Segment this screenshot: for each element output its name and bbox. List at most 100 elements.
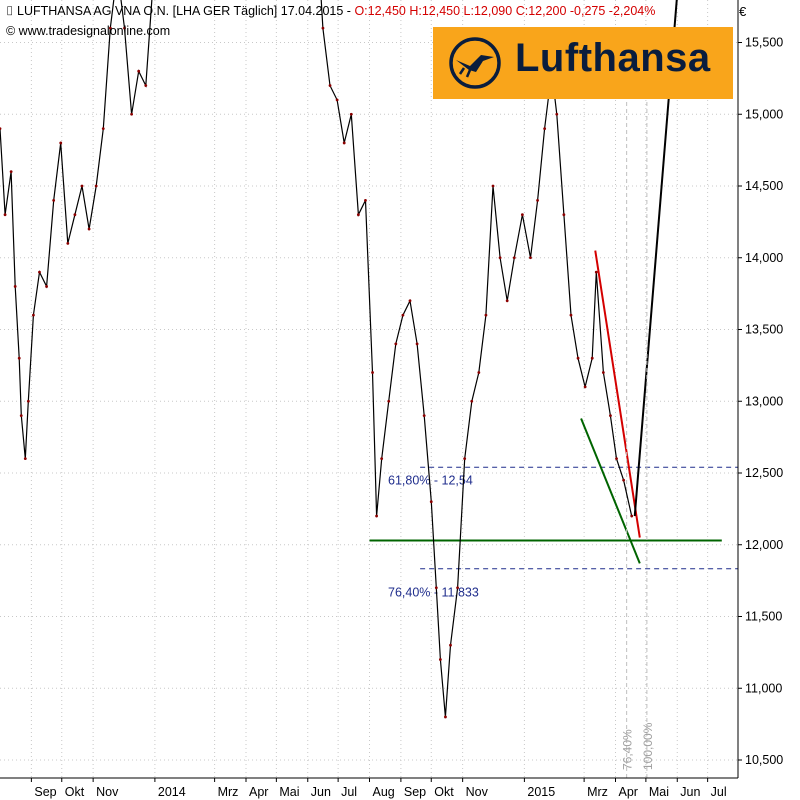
price-point xyxy=(101,127,105,130)
x-tick-label: 2015 xyxy=(527,785,555,799)
price-point xyxy=(615,457,618,461)
x-tick-label: Apr xyxy=(249,785,268,799)
y-tick-label: 11,000 xyxy=(745,681,782,695)
price-point xyxy=(335,98,339,102)
series-layer xyxy=(0,0,634,719)
price-point xyxy=(342,141,346,145)
x-tick-label: Jun xyxy=(311,785,331,799)
price-point xyxy=(401,313,405,317)
x-tick-label: 2014 xyxy=(158,785,186,799)
price-point xyxy=(23,457,27,461)
ohlc-readout: O:12,450 H:12,450 L:12,090 xyxy=(354,4,513,18)
y-tick-label: 12,500 xyxy=(745,466,783,480)
price-point xyxy=(80,184,84,188)
price-point xyxy=(498,256,502,260)
x-tick-label: Jul xyxy=(711,785,727,799)
y-tick-label: 13,500 xyxy=(745,323,783,337)
price-point xyxy=(73,213,77,217)
x-tick-label: Aug xyxy=(373,785,395,799)
change-readout: C:12,200 -0,275 -2,204% xyxy=(515,4,656,18)
price-point xyxy=(449,643,452,647)
price-point xyxy=(380,457,384,461)
price-point xyxy=(137,69,141,73)
price-point xyxy=(123,26,126,30)
price-point xyxy=(408,299,412,303)
crane-icon xyxy=(449,37,501,89)
instrument-label: LUFTHANSA AG VNA O.N. [LHA GER Täglich] … xyxy=(17,4,351,18)
price-line xyxy=(0,0,633,717)
price-point xyxy=(144,84,148,87)
y-tick-label: 14,500 xyxy=(745,179,783,193)
price-point xyxy=(26,399,30,403)
x-tick-label: Jun xyxy=(680,785,700,799)
x-tick-label: Mai xyxy=(649,785,669,799)
price-point xyxy=(19,414,23,417)
price-point xyxy=(66,242,70,245)
price-point xyxy=(38,270,41,274)
price-point xyxy=(491,184,495,188)
x-tick-label: Mrz xyxy=(587,785,608,799)
price-point xyxy=(364,198,367,202)
price-point xyxy=(438,658,442,661)
price-point xyxy=(609,414,612,417)
grid-lines xyxy=(0,0,738,778)
price-point xyxy=(434,586,438,590)
x-tick-label: Mrz xyxy=(218,785,239,799)
trendline xyxy=(594,250,641,538)
y-tick-label: 15,000 xyxy=(745,107,783,121)
price-point xyxy=(371,371,374,374)
y-tick-label: 13,000 xyxy=(745,394,783,408)
y-tick-label: 10,500 xyxy=(745,753,783,767)
price-point xyxy=(484,313,488,317)
y-tick-label: 11,500 xyxy=(745,610,782,624)
chart-header: ⌷ LUFTHANSA AG VNA O.N. [LHA GER Täglich… xyxy=(6,4,655,19)
axes: 10,500 11,000 11,500 12,000 12,500 13,000 13,5… xyxy=(0,0,783,799)
price-point xyxy=(444,715,447,719)
x-tick-label: Sep xyxy=(404,785,426,799)
price-point xyxy=(3,213,7,217)
fib-level-label: 61,80% - 12,54 xyxy=(388,473,473,487)
price-point xyxy=(512,256,516,260)
x-tick-label: Nov xyxy=(466,785,489,799)
price-point xyxy=(9,170,13,174)
price-point xyxy=(594,270,598,274)
price-point xyxy=(59,141,63,145)
price-point xyxy=(569,313,573,317)
price-point xyxy=(108,26,112,30)
fib-time-label: 100,00% xyxy=(641,722,655,770)
y-tick-label: 12,000 xyxy=(745,538,783,552)
price-point xyxy=(94,184,98,188)
y-tick-label: 15,500 xyxy=(745,36,783,50)
price-point xyxy=(576,356,580,360)
price-point xyxy=(477,371,481,374)
price-point xyxy=(415,342,419,346)
price-point xyxy=(601,371,605,374)
y-tick-label: 14,000 xyxy=(745,251,783,265)
price-point xyxy=(52,198,56,202)
price-point xyxy=(470,399,474,403)
price-point xyxy=(0,127,2,130)
fib-level-label: 76,40% - 11,833 xyxy=(388,586,479,600)
price-point xyxy=(562,213,566,217)
x-tick-label: Apr xyxy=(619,785,638,799)
price-point xyxy=(505,299,509,303)
price-point xyxy=(529,256,532,260)
x-tick-label: Nov xyxy=(96,785,119,799)
price-point xyxy=(590,356,594,360)
price-point xyxy=(87,227,91,231)
price-point xyxy=(555,112,559,116)
logo-text: Lufthansa xyxy=(515,36,711,80)
price-point xyxy=(463,457,467,461)
x-tick-label: Okt xyxy=(65,785,85,799)
x-tick-label: Mai xyxy=(279,785,299,799)
annotation-layer: 61,80% - 12,54 76,40% - 11,833 76,40% 100,0… xyxy=(369,0,738,778)
price-point xyxy=(422,414,426,417)
price-point xyxy=(45,285,48,288)
price-point xyxy=(543,127,547,130)
x-tick-label: Jul xyxy=(341,785,357,799)
x-tick-label: Sep xyxy=(34,785,56,799)
price-point xyxy=(356,213,360,217)
price-point xyxy=(622,478,626,482)
fib-time-label: 76,40% xyxy=(621,729,635,770)
price-point xyxy=(520,213,524,217)
